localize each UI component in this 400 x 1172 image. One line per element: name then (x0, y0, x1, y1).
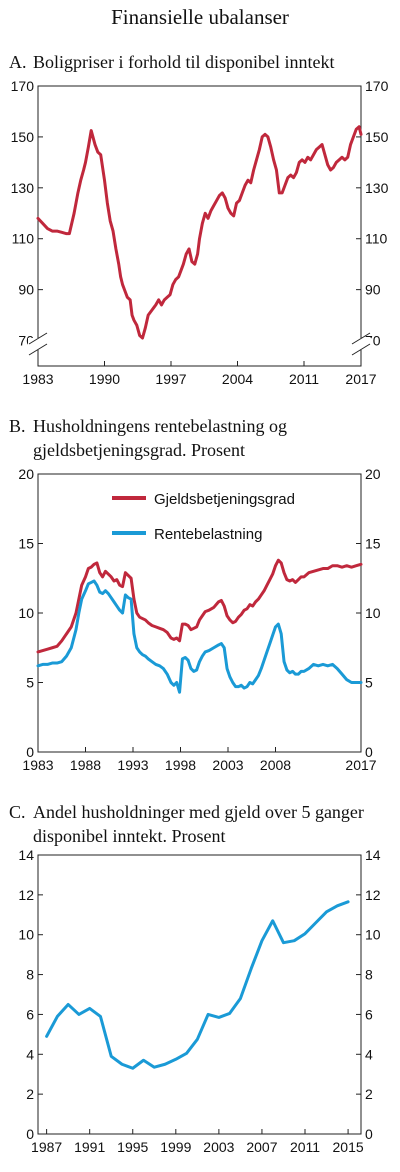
y-tick-label-left: 20 (18, 466, 34, 482)
x-tick-label: 1999 (160, 1139, 191, 1155)
y-tick-label-left: 12 (18, 887, 34, 903)
y-tick-label-left: 8 (26, 967, 34, 983)
y-tick-label-left: 130 (11, 180, 35, 196)
y-tick-label-left: 170 (11, 78, 35, 94)
axis-break-mark (351, 343, 371, 356)
panel-a-label: A. (9, 52, 27, 72)
x-tick-label: 1993 (117, 757, 148, 773)
axis-break-gap (28, 338, 48, 350)
panel-b-x-axis: 1983 1988 1993 1998 2003 2008 2017 (22, 747, 377, 773)
legend-label-rentebelastning: Rentebelastning (154, 526, 262, 543)
axis-break-mark (351, 332, 371, 345)
panel-a: A. Boligpriser i forhold til disponibel … (9, 52, 389, 387)
y-tick-label-left: 14 (18, 847, 34, 863)
panel-a-title: Boligpriser i forhold til disponibel inn… (33, 52, 334, 72)
y-tick-label-left: 110 (12, 231, 35, 247)
panel-c-label: C. (9, 802, 26, 822)
panel-b-title-line-1: Husholdningens rentebelastning og (33, 416, 287, 436)
y-tick-label-right: 15 (365, 536, 381, 552)
y-tick-label-left: 10 (18, 927, 34, 943)
y-tick-label-left: 15 (18, 536, 34, 552)
y-tick-label-left: 6 (26, 1006, 34, 1022)
panel-c-title-line-1: Andel husholdninger med gjeld over 5 gan… (33, 802, 364, 822)
x-tick-label: 1997 (155, 371, 186, 387)
x-tick-label: 1987 (31, 1139, 62, 1155)
y-tick-label-left: 0 (26, 744, 34, 760)
x-tick-label: 1983 (22, 757, 53, 773)
panel-c: C. Andel husholdninger med gjeld over 5 … (9, 802, 381, 1155)
panel-b-line-gjeldsbetjeningsgrad (36, 558, 363, 654)
y-tick-label-right: 20 (365, 466, 381, 482)
panel-c-title-line-2: disponibel inntekt. Prosent (33, 826, 226, 846)
panel-a-axis-break (28, 332, 371, 356)
y-tick-label-right: 170 (365, 78, 389, 94)
x-tick-label: 2007 (246, 1139, 277, 1155)
y-tick-label-right: 90 (365, 282, 381, 298)
x-tick-label: 2008 (260, 757, 291, 773)
y-tick-label-right: 8 (365, 967, 373, 983)
y-tick-label-right: 110 (365, 231, 388, 247)
y-tick-label-right: 0 (365, 744, 373, 760)
y-tick-label-right: 5 (365, 675, 373, 691)
x-tick-label: 2004 (222, 371, 253, 387)
panel-c-series (45, 900, 350, 1070)
x-tick-label: 2015 (333, 1139, 364, 1155)
y-tick-label-right: 130 (365, 180, 389, 196)
y-tick-label-right: 12 (365, 887, 381, 903)
axis-break-mark (28, 343, 48, 356)
y-tick-label-left: 10 (18, 605, 34, 621)
x-tick-label: 1983 (22, 371, 53, 387)
y-tick-label-right: 10 (365, 927, 381, 943)
panel-c-right-y-axis: 0 2 4 6 8 10 12 14 (356, 847, 381, 1142)
y-tick-label-left: 90 (18, 282, 34, 298)
panel-b-label: B. (9, 416, 26, 436)
panel-a-x-axis: 1983 1990 1997 2004 2011 2017 (22, 361, 377, 387)
y-tick-label-right: 150 (365, 129, 389, 145)
y-tick-label-right: 6 (365, 1006, 373, 1022)
x-tick-label: 2011 (289, 371, 319, 387)
x-tick-label: 2011 (290, 1139, 320, 1155)
axis-break-gap (351, 338, 371, 350)
y-tick-label-right: 10 (365, 605, 381, 621)
panel-b-legend: Gjeldsbetjeningsgrad Rentebelastning (112, 491, 295, 543)
x-tick-label: 1998 (165, 757, 196, 773)
panel-b-title-line-2: gjeldsbetjeningsgrad. Prosent (33, 440, 245, 460)
panel-a-series (36, 125, 363, 340)
x-tick-label: 2017 (345, 757, 376, 773)
panel-b-left-y-axis: 0 5 10 15 20 (18, 466, 43, 760)
y-tick-label-right: 0 (365, 1126, 373, 1142)
panel-c-plot-frame (37, 854, 362, 1135)
panel-a-plot-frame (37, 85, 362, 367)
panel-c-left-y-axis: 0 2 4 6 8 10 12 14 (18, 847, 43, 1142)
panel-c-line-series-1 (45, 900, 350, 1070)
x-tick-label: 2003 (203, 1139, 234, 1155)
y-tick-label-left: 4 (26, 1046, 34, 1062)
y-tick-label-left: 5 (26, 675, 34, 691)
y-tick-label-left: 0 (26, 1126, 34, 1142)
panel-b-series (36, 558, 363, 694)
y-tick-label-left: 150 (11, 129, 35, 145)
panel-c-x-axis: 1987 1991 1995 1999 2003 2007 2011 2015 (31, 1129, 364, 1155)
panel-b-right-y-axis: 0 5 10 15 20 (356, 466, 381, 760)
panel-b-line-rentebelastning (36, 579, 363, 694)
y-tick-label-right: 2 (365, 1086, 373, 1102)
panel-b-plot-frame (37, 473, 362, 753)
x-tick-label: 2017 (345, 371, 376, 387)
figure-title: Finansielle ubalanser (111, 5, 289, 29)
x-tick-label: 1991 (74, 1139, 105, 1155)
y-tick-label-right: 14 (365, 847, 381, 863)
panel-a-line-series-1 (36, 125, 363, 340)
x-tick-label: 2003 (212, 757, 243, 773)
y-tick-label-left: 2 (26, 1086, 34, 1102)
legend-label-gjeldsbetjeningsgrad: Gjeldsbetjeningsgrad (154, 491, 295, 508)
x-tick-label: 1988 (70, 757, 101, 773)
x-tick-label: 1990 (89, 371, 120, 387)
panel-b: B. Husholdningens rentebelastning og gje… (9, 416, 381, 773)
axis-break-mark (28, 332, 48, 345)
y-tick-label-right: 4 (365, 1046, 373, 1062)
x-tick-label: 1995 (117, 1139, 148, 1155)
